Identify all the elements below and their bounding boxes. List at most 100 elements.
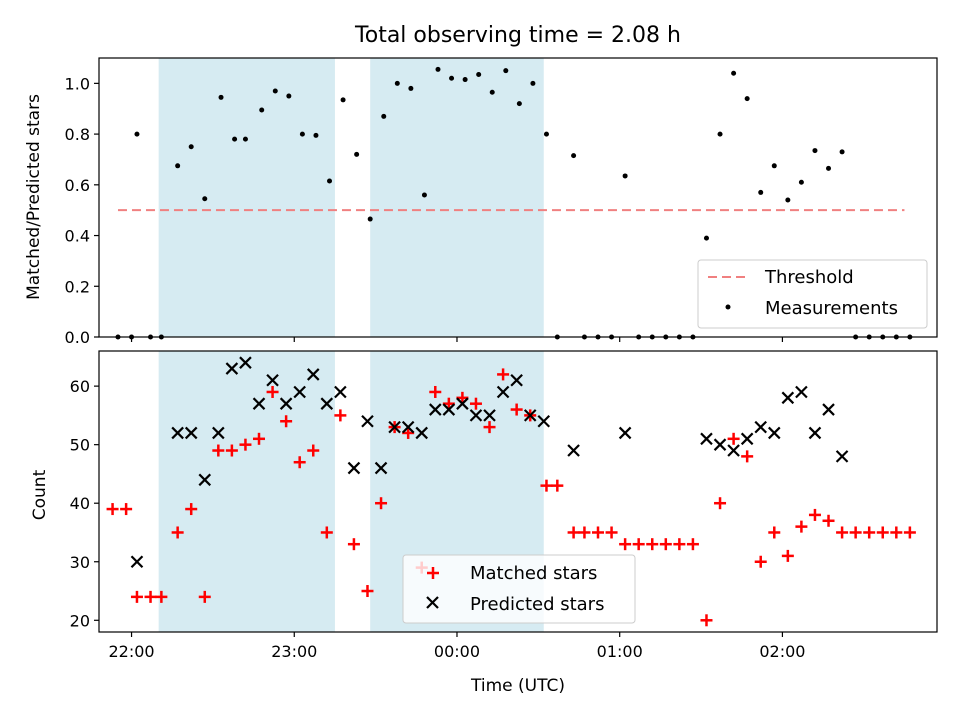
matched-star-marker xyxy=(836,526,849,539)
y-tick-label: 1.0 xyxy=(65,74,90,93)
matched-star-marker xyxy=(876,526,889,539)
matched-star-marker xyxy=(144,590,157,603)
measurement-point xyxy=(299,131,305,137)
predicted-star-marker xyxy=(293,385,306,399)
legend-matched-label: Matched stars xyxy=(470,563,597,584)
matched-star-marker xyxy=(510,403,523,416)
matched-star-marker xyxy=(605,526,618,539)
predicted-star-marker xyxy=(442,403,456,416)
measurement-point xyxy=(826,165,832,171)
measurement-point xyxy=(327,178,333,184)
matched-star-marker xyxy=(592,526,605,539)
bottom-y-ticks: 20 30 40 50 60 xyxy=(70,377,99,630)
measurement-point xyxy=(259,107,265,113)
measurement-point xyxy=(758,189,764,195)
bottom-legend: Matched stars Predicted stars xyxy=(402,554,636,624)
measurement-point xyxy=(530,80,536,86)
predicted-star-marker xyxy=(388,420,401,434)
matched-star-marker xyxy=(497,368,510,381)
bottom-plot-frame xyxy=(98,350,938,633)
predicted-star-marker xyxy=(198,473,212,487)
matched-star-marker xyxy=(442,397,455,410)
legend-predicted-swatch xyxy=(426,596,439,609)
matched-star-marker xyxy=(456,391,469,404)
matched-star-marker xyxy=(540,479,553,492)
measurement-point xyxy=(286,93,292,99)
matched-star-marker xyxy=(714,497,727,510)
x-axis-label: Time (UTC) xyxy=(470,676,565,696)
predicted-star-markers xyxy=(130,356,849,569)
matched-star-marker xyxy=(185,503,198,516)
matched-star-marker xyxy=(781,549,794,562)
predicted-star-marker xyxy=(795,385,808,399)
legend-measurements-swatch xyxy=(725,304,731,310)
legend-measurements-label: Measurements xyxy=(765,298,898,319)
predicted-star-marker xyxy=(713,438,727,451)
matched-star-marker xyxy=(619,538,632,551)
measurement-point xyxy=(175,163,181,169)
matched-star-marker xyxy=(483,421,496,434)
bottom-subplot: 20 30 40 50 60 22:00 23:00 00:00 01:00 02:00 Cou… xyxy=(30,350,938,696)
matched-star-marker xyxy=(754,555,767,568)
predicted-star-marker xyxy=(456,397,469,410)
matched-star-marker xyxy=(659,538,672,551)
predicted-star-marker xyxy=(537,414,551,428)
matched-star-marker xyxy=(155,590,168,603)
y-tick-label: 0.8 xyxy=(65,125,90,144)
measurement-point xyxy=(367,216,373,222)
matched-star-marker xyxy=(293,456,306,469)
top-subplot: 0.0 0.2 0.4 0.6 0.8 1.0 Matched/Predicted sta… xyxy=(24,57,938,347)
bottom-y-axis-label: Count xyxy=(30,469,50,520)
predicted-star-marker xyxy=(225,362,239,375)
matched-star-marker xyxy=(212,444,225,457)
shaded-interval xyxy=(370,58,544,337)
predicted-star-marker xyxy=(130,555,144,569)
measurement-point xyxy=(408,85,414,91)
predicted-star-marker xyxy=(212,426,225,440)
top-y-axis-label: Matched/Predicted stars xyxy=(24,94,44,300)
matched-star-marker xyxy=(741,450,754,463)
matched-star-marker xyxy=(863,526,876,539)
matched-star-marker xyxy=(768,526,781,539)
measurement-point xyxy=(785,197,791,203)
predicted-star-marker xyxy=(469,409,483,422)
measurement-point xyxy=(313,132,319,138)
measurement-point xyxy=(503,68,509,74)
measurement-point xyxy=(798,179,804,185)
predicted-star-marker xyxy=(483,409,496,422)
matched-star-marker xyxy=(171,526,184,539)
predicted-star-marker xyxy=(835,450,849,463)
measurement-point xyxy=(476,71,482,77)
measurement-point xyxy=(218,94,224,100)
measurement-point xyxy=(771,163,777,169)
predicted-star-marker xyxy=(618,426,632,440)
top-x-ticks xyxy=(130,337,784,342)
top-legend: Threshold Measurements xyxy=(697,259,928,329)
predicted-star-marker xyxy=(768,426,781,440)
matched-star-marker xyxy=(903,526,916,539)
y-tick-label: 0.2 xyxy=(65,277,90,296)
y-tick-label: 20 xyxy=(70,611,90,630)
matched-star-marker xyxy=(849,526,862,539)
measurement-point xyxy=(571,153,577,159)
matched-star-marker xyxy=(673,538,686,551)
matched-star-marker xyxy=(130,590,143,603)
measurement-point xyxy=(421,192,427,198)
measurement-point xyxy=(622,173,628,179)
measurement-point xyxy=(717,131,723,137)
matched-star-marker xyxy=(700,614,713,627)
x-tick-label: 01:00 xyxy=(597,642,643,661)
predicted-star-marker xyxy=(347,461,361,475)
legend-threshold-label: Threshold xyxy=(764,267,854,288)
predicted-star-marker xyxy=(401,420,415,434)
predicted-star-marker xyxy=(361,414,374,428)
matched-star-marker xyxy=(361,585,374,598)
matched-star-marker xyxy=(320,526,333,539)
measurement-point xyxy=(354,151,360,157)
measurement-point xyxy=(516,101,522,107)
predicted-star-marker xyxy=(184,426,198,440)
chart-title: Total observing time = 2.08 h xyxy=(354,23,681,48)
predicted-star-marker xyxy=(429,403,442,416)
predicted-star-marker xyxy=(252,397,266,410)
predicted-star-marker xyxy=(306,368,320,381)
